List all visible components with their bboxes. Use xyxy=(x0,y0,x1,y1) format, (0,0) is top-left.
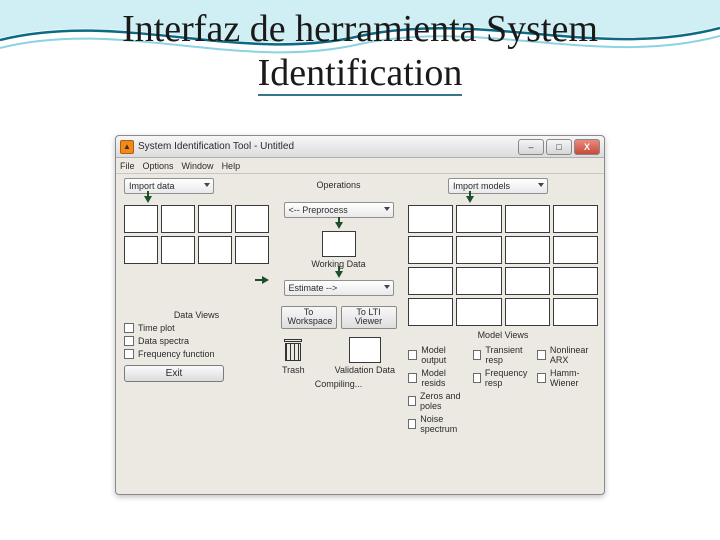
compiling-status: Compiling... xyxy=(276,379,401,389)
trash-icon[interactable] xyxy=(282,339,304,363)
check-frequency-function[interactable]: Frequency function xyxy=(124,349,269,359)
checkbox-icon xyxy=(124,323,134,333)
model-cell[interactable] xyxy=(505,205,550,233)
content-area: Import data Data Views Time plot xyxy=(116,174,604,494)
import-models-label: Import models xyxy=(453,181,510,191)
model-cell[interactable] xyxy=(456,205,501,233)
preprocess-label: <-- Preprocess xyxy=(289,205,348,215)
model-cell[interactable] xyxy=(553,236,598,264)
chevron-down-icon xyxy=(384,207,390,211)
data-cell[interactable] xyxy=(161,236,195,264)
slide-title-line1: Interfaz de herramienta System xyxy=(122,8,598,50)
model-cell[interactable] xyxy=(553,205,598,233)
import-data-dropdown[interactable]: Import data xyxy=(124,178,214,194)
model-cell[interactable] xyxy=(456,267,501,295)
preprocess-dropdown[interactable]: <-- Preprocess xyxy=(284,202,394,218)
model-cell[interactable] xyxy=(408,267,453,295)
data-cell[interactable] xyxy=(124,205,158,233)
check-hamm-wiener[interactable]: Hamm-Wiener xyxy=(537,368,598,388)
data-views-label: Data Views xyxy=(124,310,269,320)
arrow-down-icon xyxy=(335,271,343,278)
data-cell[interactable] xyxy=(235,205,269,233)
model-views-label: Model Views xyxy=(408,330,598,340)
model-cell[interactable] xyxy=(505,236,550,264)
slide-title: Interfaz de herramienta System Identific… xyxy=(0,8,720,95)
estimate-label: Estimate --> xyxy=(289,283,338,293)
left-column: Import data Data Views Time plot xyxy=(124,178,269,382)
trash-label: Trash xyxy=(282,365,305,375)
checkbox-icon xyxy=(124,336,134,346)
data-cell[interactable] xyxy=(161,205,195,233)
window-title: System Identification Tool - Untitled xyxy=(138,141,518,152)
minimize-button[interactable]: – xyxy=(518,139,544,155)
data-cell[interactable] xyxy=(124,236,158,264)
checkbox-icon xyxy=(124,349,134,359)
working-data-box[interactable] xyxy=(322,231,356,257)
exit-button[interactable]: Exit xyxy=(124,365,224,382)
arrow-down-icon xyxy=(144,196,152,203)
model-cell[interactable] xyxy=(408,205,453,233)
model-cell[interactable] xyxy=(553,267,598,295)
titlebar: ▲ System Identification Tool - Untitled … xyxy=(116,136,604,158)
chevron-down-icon xyxy=(384,285,390,289)
model-cell[interactable] xyxy=(456,298,501,326)
model-cell[interactable] xyxy=(505,267,550,295)
menubar: File Options Window Help xyxy=(116,158,604,174)
to-lti-viewer-button[interactable]: To LTI Viewer xyxy=(341,306,397,329)
menu-window[interactable]: Window xyxy=(182,161,214,171)
check-time-plot[interactable]: Time plot xyxy=(124,323,269,333)
middle-column: Operations <-- Preprocess Working Data E… xyxy=(276,178,401,391)
arrow-down-icon xyxy=(466,196,474,203)
validation-data-box[interactable] xyxy=(349,337,381,363)
chevron-down-icon xyxy=(204,183,210,187)
app-window: ▲ System Identification Tool - Untitled … xyxy=(115,135,605,495)
operations-label: Operations xyxy=(276,180,401,190)
chevron-down-icon xyxy=(538,183,544,187)
menu-file[interactable]: File xyxy=(120,161,135,171)
import-data-label: Import data xyxy=(129,181,175,191)
model-cell[interactable] xyxy=(408,298,453,326)
check-model-resids[interactable]: Model resids xyxy=(408,368,469,388)
menu-help[interactable]: Help xyxy=(222,161,241,171)
check-model-output[interactable]: Model output xyxy=(408,345,469,365)
arrow-right-icon xyxy=(262,276,269,284)
menu-options[interactable]: Options xyxy=(143,161,174,171)
maximize-button[interactable]: □ xyxy=(546,139,572,155)
check-frequency-resp[interactable]: Frequency resp xyxy=(473,368,534,388)
check-nonlinear-arx[interactable]: Nonlinear ARX xyxy=(537,345,598,365)
check-data-spectra[interactable]: Data spectra xyxy=(124,336,269,346)
matlab-icon: ▲ xyxy=(120,140,134,154)
data-cell[interactable] xyxy=(235,236,269,264)
model-cell[interactable] xyxy=(505,298,550,326)
import-models-dropdown[interactable]: Import models xyxy=(448,178,548,194)
check-noise-spectrum[interactable]: Noise spectrum xyxy=(408,414,469,434)
data-cell[interactable] xyxy=(198,236,232,264)
validation-data-label: Validation Data xyxy=(335,365,395,375)
arrow-down-icon xyxy=(335,222,343,229)
close-button[interactable]: X xyxy=(574,139,600,155)
data-grid xyxy=(124,205,269,264)
check-transient-resp[interactable]: Transient resp xyxy=(473,345,534,365)
check-zeros-poles[interactable]: Zeros and poles xyxy=(408,391,469,411)
to-workspace-button[interactable]: To Workspace xyxy=(281,306,337,329)
data-cell[interactable] xyxy=(198,205,232,233)
model-cell[interactable] xyxy=(456,236,501,264)
estimate-dropdown[interactable]: Estimate --> xyxy=(284,280,394,296)
slide-title-line2: Identification xyxy=(258,52,463,96)
right-column: Import models xyxy=(408,178,598,437)
model-cell[interactable] xyxy=(553,298,598,326)
models-grid-2 xyxy=(408,267,598,326)
models-grid xyxy=(408,205,598,264)
model-cell[interactable] xyxy=(408,236,453,264)
